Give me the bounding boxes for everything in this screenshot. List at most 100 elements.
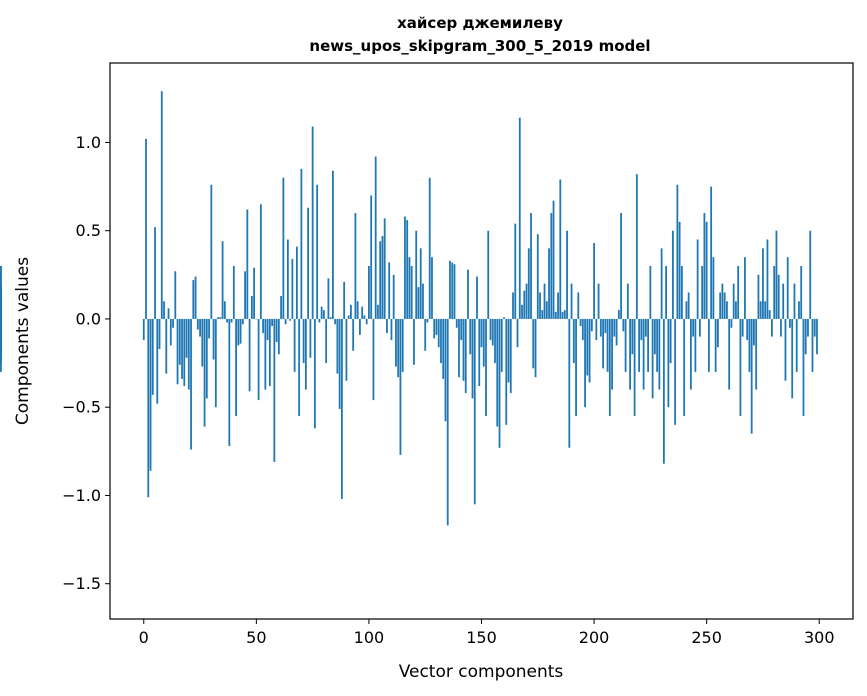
bar <box>478 318 481 387</box>
bar <box>368 265 370 319</box>
bar <box>205 318 208 399</box>
bar <box>428 177 431 319</box>
bar <box>397 318 400 378</box>
bar <box>187 318 190 390</box>
bar <box>581 318 584 341</box>
bar <box>671 230 674 319</box>
bar <box>0 318 2 364</box>
bar <box>687 292 690 319</box>
bar <box>730 318 733 328</box>
bar <box>307 207 310 319</box>
bar <box>221 241 224 319</box>
bar <box>710 186 713 319</box>
bar <box>500 318 503 372</box>
bar <box>262 318 264 334</box>
bar <box>662 318 665 464</box>
bar <box>674 318 677 425</box>
bar <box>352 318 355 351</box>
bar <box>689 318 692 390</box>
x-tick-label: 200 <box>579 628 610 647</box>
bar <box>165 318 168 374</box>
bar <box>539 292 541 319</box>
bar <box>599 318 602 337</box>
bar <box>332 170 334 319</box>
bar <box>746 318 749 341</box>
bar <box>629 318 631 390</box>
bar <box>239 318 242 344</box>
bar <box>514 223 517 319</box>
bar <box>744 257 746 319</box>
bar <box>431 257 433 319</box>
x-tick-label: 250 <box>691 628 722 647</box>
bar <box>201 318 204 367</box>
bar <box>762 248 764 319</box>
bar <box>217 317 219 319</box>
bar <box>642 318 645 390</box>
bar <box>487 230 490 319</box>
bar <box>534 318 537 378</box>
bar <box>273 318 276 462</box>
bar <box>480 318 483 348</box>
bar <box>696 239 699 319</box>
bar <box>302 318 305 364</box>
bar <box>570 283 573 319</box>
y-tick-label: 0.5 <box>76 221 101 240</box>
bar <box>638 318 641 372</box>
bar <box>678 221 681 319</box>
bar <box>624 318 627 372</box>
y-tick-label: 1.0 <box>76 133 101 152</box>
bar <box>658 318 661 390</box>
bar <box>723 292 726 319</box>
bar <box>406 220 409 319</box>
bar <box>149 318 152 471</box>
bar <box>176 318 179 385</box>
bar <box>782 283 785 319</box>
bar <box>498 318 501 448</box>
bar <box>295 246 298 319</box>
bar <box>356 301 359 319</box>
bar <box>415 230 418 319</box>
bar <box>160 91 163 319</box>
bar <box>530 213 532 319</box>
bar <box>156 318 159 404</box>
y-tick-label: −1.0 <box>62 486 101 505</box>
bar <box>753 318 755 346</box>
bar <box>327 278 330 319</box>
bar <box>626 283 629 319</box>
bar <box>602 318 604 369</box>
bar <box>208 318 210 339</box>
bar <box>313 318 316 429</box>
bar <box>212 318 215 360</box>
bar <box>653 318 656 355</box>
bar <box>237 318 240 346</box>
bar <box>329 317 332 319</box>
x-tick-label: 0 <box>139 628 149 647</box>
bar <box>665 265 668 319</box>
bar <box>325 318 328 364</box>
bar <box>277 318 280 355</box>
bar <box>298 318 301 417</box>
bar <box>660 248 663 319</box>
bar <box>257 318 260 401</box>
bar <box>496 318 499 427</box>
bar <box>183 318 186 387</box>
bar <box>536 234 539 319</box>
bar <box>151 318 154 395</box>
y-tick-label: −0.5 <box>62 398 101 417</box>
bar <box>253 267 255 319</box>
bar <box>390 318 393 341</box>
bar <box>588 318 591 383</box>
bar <box>786 257 789 319</box>
bar <box>593 243 595 319</box>
bar <box>250 295 253 319</box>
x-tick-label: 150 <box>466 628 497 647</box>
bar <box>341 318 343 499</box>
bar <box>789 318 791 328</box>
bar <box>728 318 731 390</box>
bar <box>424 318 427 351</box>
bar <box>178 318 181 365</box>
y-tick-label: 0.0 <box>76 309 101 328</box>
bar <box>545 301 548 319</box>
bar <box>377 304 379 319</box>
bar <box>142 318 145 341</box>
